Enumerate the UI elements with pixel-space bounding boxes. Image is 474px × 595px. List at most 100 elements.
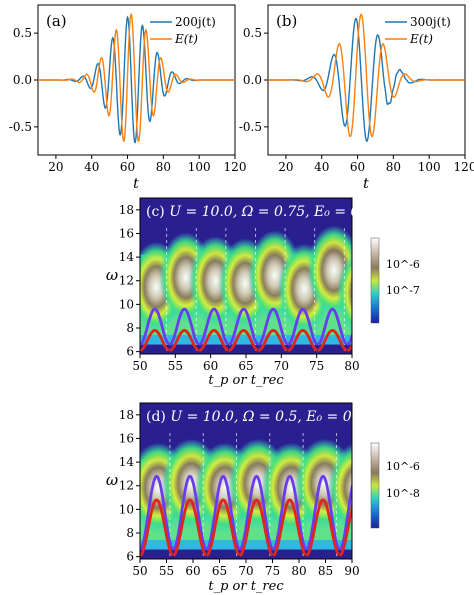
y-tick-label: 6: [126, 345, 134, 359]
overlay-curve-blue: [228, 307, 259, 346]
colorbar-label: 10^-8: [386, 487, 420, 500]
x-tick-label: 80: [386, 160, 401, 174]
legend-entry: 200j(t): [175, 15, 216, 29]
overlay-curve-red: [169, 328, 199, 352]
panel-b: (b) 300j(t) E(t) t 20 40 60 80 100 120 -0.5 0.0…: [239, 4, 474, 192]
legend: 300j(t) E(t): [385, 15, 451, 46]
x-tick-label: 80: [344, 359, 359, 373]
series-line: [38, 12, 235, 142]
overlay-curve-red: [140, 498, 174, 557]
colorbar-label: 10^-6: [386, 258, 420, 271]
overlay-curve-blue: [317, 307, 348, 346]
panel-label: (b): [276, 12, 297, 30]
overlay-curve-red: [239, 498, 274, 557]
overlay-curve-blue: [305, 474, 341, 551]
y-tick-label: 14: [119, 455, 135, 469]
y-tick-label: 10: [119, 297, 134, 311]
y-tick-label: 10: [119, 502, 134, 516]
y-tick-label: 12: [119, 274, 134, 288]
overlay-curve-blue: [198, 307, 229, 346]
panel-a: (a) 200j(t) E(t) t 20 40 60 80 100 120 -0.5 0.0…: [9, 4, 247, 192]
overlay-curve-red: [272, 498, 307, 557]
overlay-curve-blue: [140, 343, 141, 344]
x-axis-label: t_p or t_rec: [208, 373, 284, 388]
x-tick-label: 75: [265, 564, 280, 578]
x-tick-label: 100: [188, 160, 211, 174]
legend-entry: 300j(t): [410, 15, 451, 29]
legend-entry: E(t): [174, 32, 198, 46]
x-tick-label: 60: [120, 160, 135, 174]
panel-label: (d): [146, 409, 166, 425]
x-tick-label: 55: [168, 359, 183, 373]
y-tick-label: -0.5: [239, 120, 262, 134]
y-tick-label: 16: [119, 226, 134, 240]
x-tick-label: 60: [350, 160, 365, 174]
y-tick-label: 18: [119, 408, 134, 422]
overlay-curve-blue: [287, 307, 318, 346]
y-tick-label: -0.5: [9, 120, 32, 134]
x-axis-label: t: [363, 176, 369, 192]
series-line: [268, 13, 465, 138]
overlay-curve-red: [198, 328, 229, 352]
overlay-curves: [140, 474, 352, 557]
x-tick-label: 65: [212, 564, 227, 578]
legend-entry: E(t): [409, 32, 433, 46]
x-tick-label: 75: [309, 359, 324, 373]
x-tick-label: 40: [314, 160, 329, 174]
x-axis-label: t_p or t_rec: [208, 579, 284, 594]
overlay-curve-blue: [140, 307, 170, 346]
colorbar: [370, 442, 380, 529]
y-tick-label: 0.0: [243, 73, 262, 87]
x-tick-label: 120: [454, 160, 474, 174]
x-tick-label: 100: [418, 160, 441, 174]
overlay-curve-red: [287, 328, 318, 352]
overlay-curve-red: [317, 328, 348, 352]
x-tick-label: 65: [238, 359, 253, 373]
panel-label: (c): [146, 204, 165, 220]
overlay-curve-red: [205, 498, 241, 557]
overlay-curve-blue: [140, 474, 174, 551]
x-tick-label: 90: [344, 564, 359, 578]
x-tick-label: 120: [224, 160, 247, 174]
legend: 200j(t) E(t): [150, 15, 216, 46]
x-tick-label: 50: [132, 564, 147, 578]
overlay-curves: [110, 307, 352, 352]
overlay-curve-red: [258, 328, 288, 352]
heatmap-blob: [361, 439, 421, 529]
y-axis-label: ω: [106, 266, 118, 284]
heatmap-blob: [307, 225, 352, 316]
overlay-curve-red: [110, 330, 139, 350]
y-tick-label: 14: [119, 250, 135, 264]
y-tick-label: 0.0: [13, 73, 32, 87]
heatmap-blob: [336, 252, 352, 334]
x-tick-label: 20: [48, 160, 63, 174]
panel-title: (d) U = 10.0, Ω = 0.5, E₀ = 0.7: [146, 409, 365, 425]
x-tick-label: 80: [291, 564, 306, 578]
overlay-curve-red: [172, 498, 207, 557]
y-tick-label: 8: [126, 321, 134, 335]
colorbar-label: 10^-7: [386, 284, 420, 297]
panel-title: (c) U = 10.0, Ω = 0.75, E₀ = 0.7: [146, 204, 373, 220]
x-tick-label: 85: [318, 564, 333, 578]
y-tick-label: 8: [126, 526, 134, 540]
y-tick-label: 12: [119, 479, 134, 493]
y-tick-label: 0.5: [243, 26, 262, 40]
x-tick-label: 55: [159, 564, 174, 578]
overlay-curve-red: [228, 328, 259, 352]
x-tick-label: 60: [203, 359, 218, 373]
overlay-curve-blue: [239, 474, 274, 551]
overlay-curve-blue: [205, 474, 241, 551]
y-tick-label: 16: [119, 431, 134, 445]
y-tick-label: 0.5: [13, 26, 32, 40]
panel-c: (c) U = 10.0, Ω = 0.75, E₀ = 0.7 ω t_p o…: [106, 197, 420, 388]
x-tick-label: 80: [156, 160, 171, 174]
heatmap-field: [140, 433, 421, 559]
x-tick-label: 60: [185, 564, 200, 578]
y-axis-label: ω: [106, 471, 118, 489]
overlay-curve-red: [339, 503, 352, 557]
x-tick-label: 70: [238, 564, 253, 578]
x-tick-label: 70: [274, 359, 289, 373]
overlay-curve-red: [305, 498, 340, 557]
overlay-curve-blue: [169, 307, 200, 346]
